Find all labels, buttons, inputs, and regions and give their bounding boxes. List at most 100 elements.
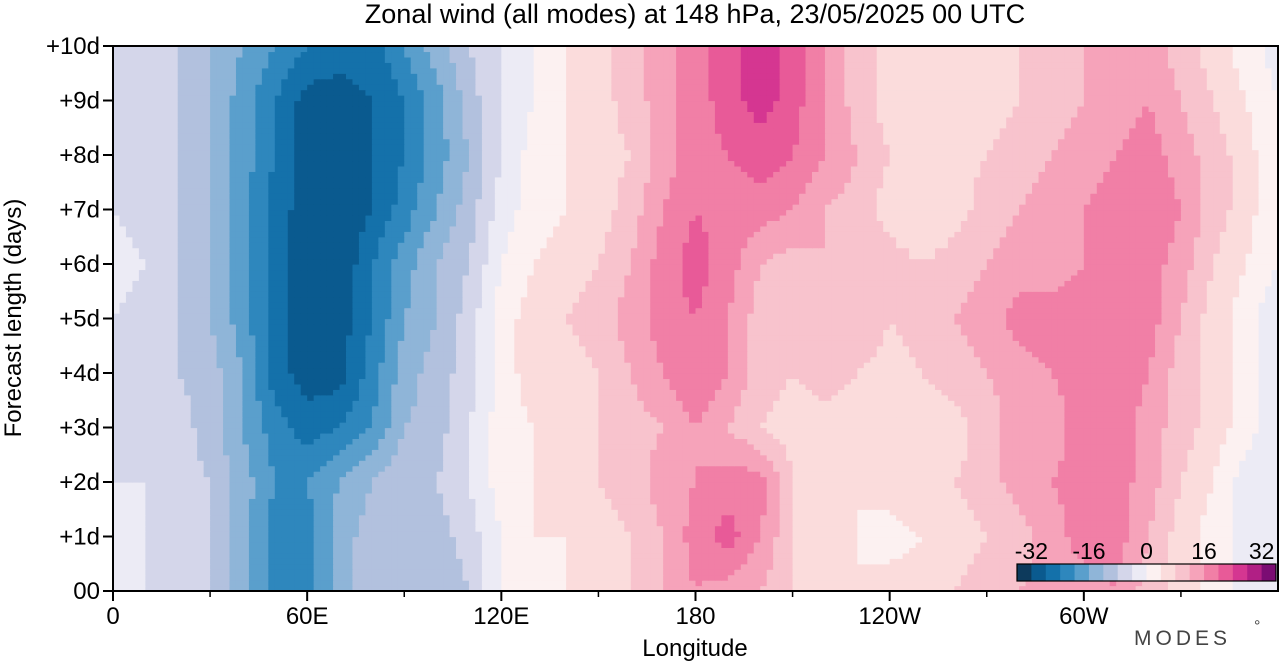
heatmap-cell (261, 580, 269, 587)
heatmap-cell (242, 443, 250, 450)
heatmap-cell (1180, 482, 1188, 489)
heatmap-cell (514, 514, 522, 521)
heatmap-cell (721, 487, 729, 494)
heatmap-cell (1245, 482, 1253, 489)
heatmap-cell (934, 503, 943, 510)
heatmap-cell (1109, 498, 1117, 505)
heatmap-cell (320, 563, 328, 570)
heatmap-cell (980, 476, 988, 483)
heatmap-cell (158, 438, 166, 445)
heatmap-cell (417, 520, 425, 527)
heatmap-cell (902, 503, 910, 510)
heatmap-cell (805, 476, 813, 483)
heatmap-cell (158, 558, 166, 565)
heatmap-cell (792, 482, 800, 489)
heatmap-cell (947, 460, 955, 467)
heatmap-cell (540, 492, 548, 499)
heatmap-cell (190, 580, 198, 587)
heatmap-cell (1174, 525, 1182, 532)
heatmap-cell (533, 580, 541, 587)
heatmap-cell (1187, 585, 1195, 591)
heatmap-cell (132, 563, 140, 570)
heatmap-cell (779, 487, 787, 494)
heatmap-cell (358, 503, 367, 510)
heatmap-cell (365, 580, 373, 587)
heatmap-cell (579, 514, 587, 521)
heatmap-cell (300, 552, 308, 559)
heatmap-cell (255, 498, 263, 505)
heatmap-cell (1239, 520, 1247, 527)
heatmap-cell (669, 585, 677, 591)
heatmap-cell (223, 498, 231, 505)
heatmap-cell (766, 574, 774, 581)
heatmap-cell (235, 585, 244, 591)
heatmap-cell (1116, 498, 1124, 505)
heatmap-cell (566, 547, 574, 554)
heatmap-cell (1258, 482, 1266, 489)
heatmap-cell (287, 487, 295, 494)
heatmap-cell (928, 514, 936, 521)
heatmap-cell (1032, 503, 1040, 510)
heatmap-cell (747, 498, 755, 505)
heatmap-cell (566, 580, 574, 587)
heatmap-cell (501, 547, 509, 554)
heatmap-cell (773, 552, 781, 559)
heatmap-cell (604, 492, 612, 499)
heatmap-cell (857, 454, 865, 461)
heatmap-cell (721, 574, 729, 581)
heatmap-cell (727, 541, 735, 548)
heatmap-cell (307, 531, 315, 538)
heatmap-cell (210, 454, 218, 461)
heatmap-cell (449, 531, 457, 538)
heatmap-cell (598, 498, 606, 505)
heatmap-cell (132, 574, 140, 581)
heatmap-cell (779, 569, 787, 576)
heatmap-cell (158, 498, 166, 505)
heatmap-cell (313, 558, 321, 565)
heatmap-cell (954, 482, 962, 489)
heatmap-cell (462, 487, 470, 494)
heatmap-cell (915, 498, 923, 505)
heatmap-cell (656, 465, 664, 472)
heatmap-cell (307, 503, 315, 510)
heatmap-cell (947, 492, 955, 499)
heatmap-cell (889, 509, 897, 516)
heatmap-cell (682, 558, 690, 565)
heatmap-cell (281, 541, 289, 548)
heatmap-cell (922, 476, 930, 483)
heatmap-cell (1258, 520, 1266, 527)
heatmap-cell (1051, 541, 1059, 548)
heatmap-cell (494, 482, 502, 489)
heatmap-cell (1109, 585, 1117, 591)
heatmap-cell (1206, 580, 1214, 587)
heatmap-cell (585, 547, 593, 554)
heatmap-cell (1193, 558, 1201, 565)
heatmap-cell (598, 514, 606, 521)
heatmap-cell (462, 503, 470, 510)
heatmap-cell (255, 531, 263, 538)
heatmap-cell (1252, 471, 1260, 478)
heatmap-cell (980, 569, 988, 576)
heatmap-cell (1116, 531, 1124, 538)
heatmap-cell (132, 460, 140, 467)
heatmap-cell (248, 531, 256, 538)
heatmap-cell (235, 449, 244, 456)
heatmap-cell (889, 438, 897, 445)
heatmap-cell (643, 482, 651, 489)
heatmap-cell (223, 552, 231, 559)
heatmap-cell (967, 514, 975, 521)
heatmap-cell (934, 443, 943, 450)
heatmap-cell (1122, 541, 1130, 548)
heatmap-cell (850, 503, 858, 510)
heatmap-cell (650, 536, 658, 543)
heatmap-cell (1167, 503, 1176, 510)
heatmap-cell (960, 465, 968, 472)
heatmap-cell (184, 509, 192, 516)
heatmap-cell (1265, 531, 1273, 538)
heatmap-cell (617, 503, 625, 510)
heatmap-cell (197, 563, 205, 570)
heatmap-cell (307, 547, 315, 554)
heatmap-cell (812, 563, 820, 570)
heatmap-cell (1200, 541, 1208, 548)
heatmap-cell (436, 520, 444, 527)
